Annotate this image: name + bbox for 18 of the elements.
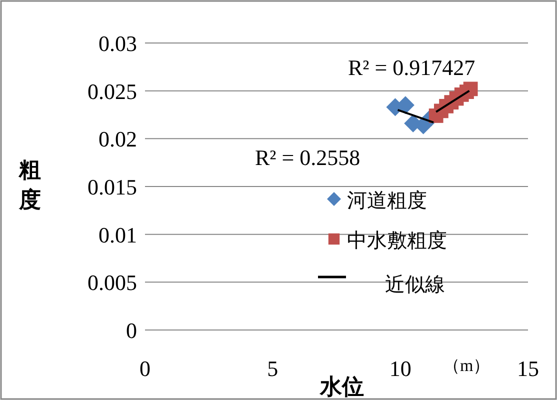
y-tick-label: 0 <box>126 318 137 343</box>
y-tick-label: 0.01 <box>98 222 137 248</box>
y-tick-label: 0.03 <box>98 31 137 56</box>
x-tick-label: 10 <box>389 356 412 381</box>
annotation: R² = 0.2558 <box>255 145 360 170</box>
legend-label: 河道粗度 <box>347 188 427 212</box>
y-tick-label: 0.02 <box>98 126 137 152</box>
legend-label: 中水敷粗度 <box>347 228 447 252</box>
x-tick-label: 5 <box>267 356 278 381</box>
x-tick-label: 15 <box>517 356 539 381</box>
legend-label: 近似線 <box>385 272 445 296</box>
x-axis-title: 水位 <box>319 375 364 400</box>
text: （m） <box>443 356 490 375</box>
y-tick-label: 0.015 <box>88 174 137 200</box>
y-axis-title: 粗度 <box>18 158 41 213</box>
y-tick-label: 0.025 <box>88 78 137 104</box>
y-tick-label: 0.005 <box>88 270 137 296</box>
annotation: R² = 0.917427 <box>348 55 476 80</box>
